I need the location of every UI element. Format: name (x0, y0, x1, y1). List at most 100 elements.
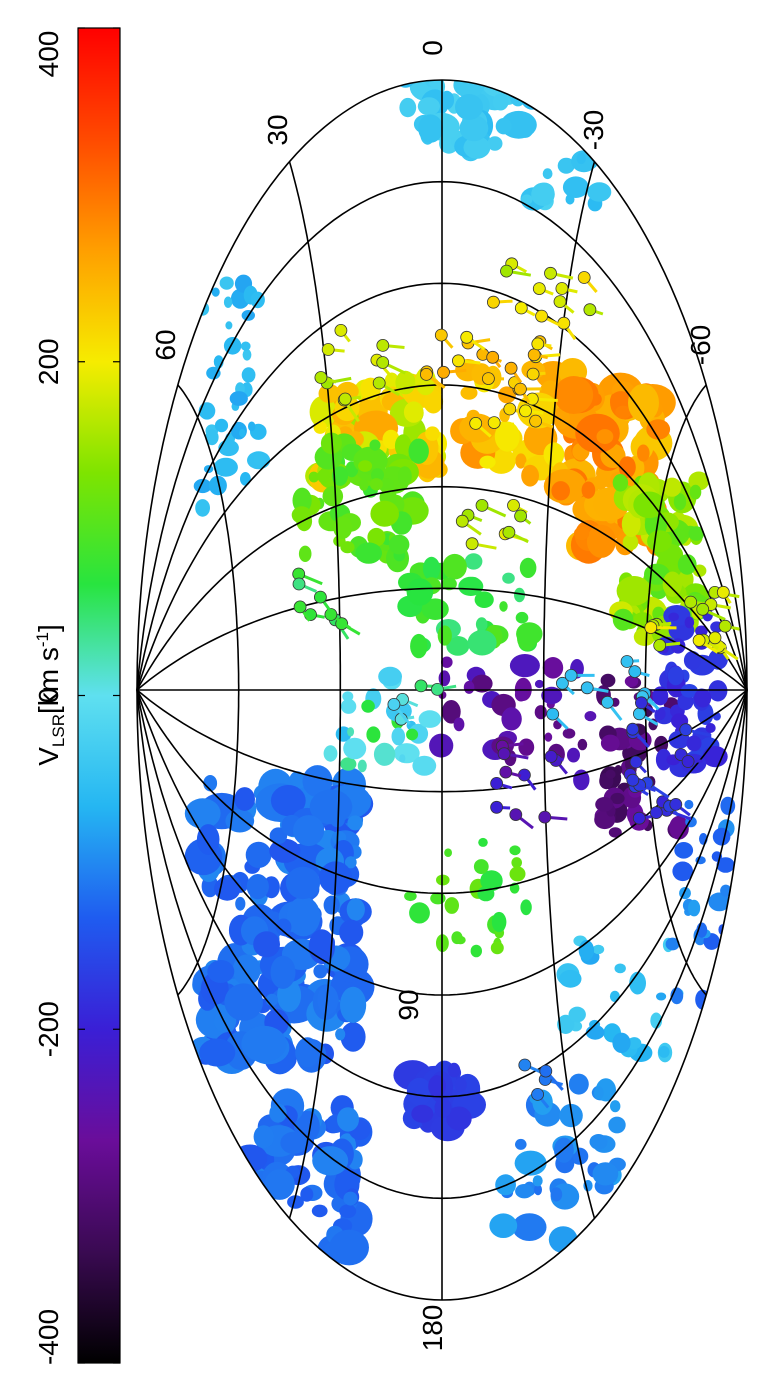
cloud-patch (543, 657, 563, 679)
cloud-patch (353, 447, 387, 475)
cloud-patch (720, 958, 735, 973)
marker-dot (633, 708, 645, 720)
colorbar-title-close: ] (33, 624, 64, 632)
marker-dot (515, 510, 527, 522)
marker-dot (315, 372, 327, 384)
cloud-patch (314, 421, 327, 434)
marker-dot (530, 415, 542, 427)
marker-dot (532, 338, 544, 350)
cloud-patch (339, 1204, 356, 1218)
marker-dot (539, 811, 551, 823)
cloud-patch (418, 114, 443, 142)
marker-dot (680, 724, 692, 736)
cloud-patch (239, 429, 245, 437)
cloud-patch (378, 667, 402, 687)
cloud-patch (300, 1187, 313, 1202)
cloud-patch (610, 1100, 620, 1112)
cloud-patch (358, 760, 367, 773)
marker-dot (682, 756, 694, 768)
cloud-patch (551, 481, 570, 500)
marker-dot (527, 368, 539, 380)
cloud-patch (266, 994, 278, 1006)
cloud-patch (593, 945, 605, 954)
marker-dot (456, 515, 468, 527)
cloud-patch (347, 898, 365, 920)
cloud-patch (214, 458, 238, 477)
cloud-patch (465, 553, 483, 569)
cloud-patch (312, 1205, 328, 1218)
cloud-patch (629, 972, 646, 995)
cloud-patch (312, 1146, 348, 1175)
marker-dot (504, 403, 516, 415)
cloud-patch (398, 466, 412, 486)
cloud-patch (324, 896, 340, 915)
sky-map: 180 90 0 60 30 -30 -60 (137, 40, 747, 1351)
cloud-patch (594, 1086, 604, 1099)
cloud-patch (613, 474, 628, 492)
marker-dot (488, 417, 500, 429)
cloud-patch (574, 527, 589, 540)
marker-dot (505, 362, 517, 374)
cloud-patch (407, 1078, 432, 1106)
cloud-patch (218, 440, 239, 456)
marker-dot (461, 331, 473, 343)
marker-dot (314, 591, 326, 603)
latitude-labels: 60 30 -30 -60 (150, 110, 716, 365)
cloud-patch (374, 743, 395, 766)
cloud-patch (225, 321, 232, 329)
lat-label-neg30: -30 (578, 110, 609, 150)
marker-dot (452, 355, 464, 367)
marker-dot (670, 798, 682, 810)
marker-dot (654, 639, 666, 651)
marker-dot (325, 609, 337, 621)
cloud-patch (411, 1105, 433, 1123)
cloud-patch (663, 572, 682, 597)
cloud-patch (454, 718, 465, 732)
cloud-patch (489, 1213, 517, 1238)
cloud-patch (355, 542, 382, 563)
marker-dot (510, 809, 522, 821)
cloud-patch (501, 707, 521, 730)
cloud-patch (425, 426, 440, 440)
marker-dot (558, 317, 570, 329)
cloud-patch (220, 277, 234, 290)
cloud-patch (510, 866, 526, 881)
cloud-patch (293, 815, 324, 846)
cloud-patch (647, 530, 672, 552)
marker-dot (415, 680, 427, 692)
cloud-patch (254, 1125, 274, 1148)
cloud-patch (722, 971, 736, 983)
colorbar-title-sub: LSR (49, 714, 68, 747)
cloud-patch (235, 897, 245, 911)
cloud-patch (448, 1063, 460, 1078)
cloud-patch (694, 689, 711, 708)
cloud-patch (329, 1230, 369, 1266)
cloud-patch (593, 1162, 619, 1185)
cloud-patch (587, 525, 616, 558)
marker-dot (533, 283, 545, 295)
colorbar-tick-label: 200 (33, 338, 64, 385)
cloud-patch (241, 1026, 286, 1062)
cloud-patch (674, 842, 693, 859)
colorbar-title-exp: -1 (33, 632, 52, 647)
cloud-patch (359, 479, 368, 491)
cloud-patch (554, 376, 593, 414)
cloud-patch (516, 622, 542, 645)
marker-dot (556, 283, 568, 295)
cloud-patch (521, 465, 539, 487)
cloud-patch (286, 867, 320, 899)
cloud-patch (248, 422, 255, 432)
cloud-patch (658, 1046, 669, 1058)
marker-dot (470, 417, 482, 429)
cloud-patch (287, 897, 321, 937)
marker-dot (621, 656, 633, 668)
marker-dot (633, 812, 645, 824)
hvc-clouds (185, 59, 736, 1269)
cloud-patch (615, 964, 626, 974)
cloud-patch (286, 1242, 307, 1266)
marker-dot (491, 801, 503, 813)
marker-dot (719, 620, 731, 632)
cloud-patch (224, 297, 232, 308)
cloud-patch (551, 1187, 563, 1201)
